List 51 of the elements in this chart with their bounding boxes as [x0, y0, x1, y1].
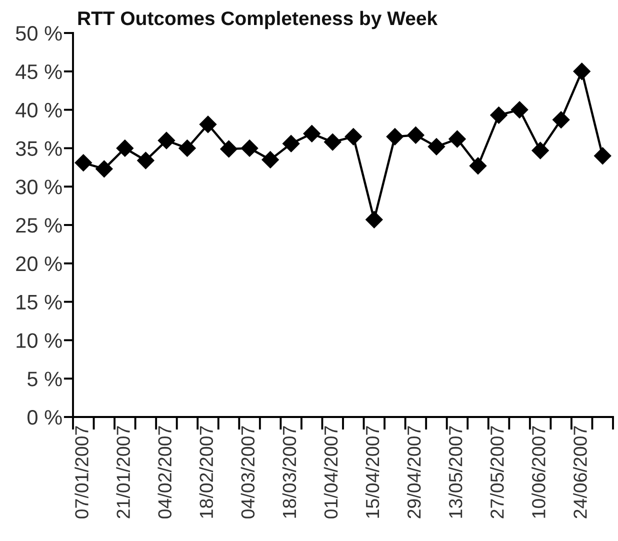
point	[407, 126, 424, 144]
x-tick-label: 18/02/2007	[199, 426, 214, 518]
y-tick-label: 0 %	[28, 410, 62, 425]
y-tick-label: 15 %	[16, 294, 62, 310]
x-tick-label: 04/03/2007	[240, 426, 255, 518]
point	[366, 211, 383, 228]
x-tick-label: 18/03/2007	[282, 426, 296, 518]
x-tick-label: 07/01/2007	[74, 426, 88, 518]
point	[573, 62, 590, 80]
point	[386, 128, 404, 146]
point	[510, 101, 528, 118]
y-tick-label: 30 %	[16, 180, 62, 194]
y-tick-label: 25 %	[16, 218, 62, 233]
y-tick-label: 40 %	[16, 102, 62, 118]
x-tick-label: 01/04/2007	[324, 426, 338, 518]
point	[552, 111, 570, 128]
y-tick-label: 10 %	[16, 333, 62, 348]
point	[137, 152, 154, 170]
x-tick-label: 24/06/2007	[573, 426, 587, 518]
point	[448, 130, 466, 148]
x-tick-label: 04/02/2007	[158, 426, 172, 518]
x-tick-label: 21/01/2007	[116, 426, 130, 518]
point	[303, 125, 320, 142]
point	[428, 138, 446, 156]
x-tick-label: 29/04/2007	[406, 426, 421, 518]
x-tick-label: 15/04/2007	[365, 426, 380, 518]
point	[324, 134, 342, 151]
point	[116, 140, 134, 157]
point	[178, 140, 196, 157]
y-tick-label: 20 %	[16, 256, 62, 272]
point	[490, 106, 508, 124]
point	[240, 140, 258, 157]
point	[199, 116, 217, 133]
point	[594, 147, 612, 164]
point	[96, 160, 113, 178]
x-tick-label: 13/05/2007	[448, 426, 462, 518]
point	[344, 128, 362, 146]
point	[262, 151, 279, 168]
y-tick-label: 50 %	[16, 26, 62, 41]
x-tick-label: 27/05/2007	[490, 426, 504, 518]
point	[532, 142, 549, 160]
point	[469, 157, 487, 174]
y-tick-label: 35 %	[16, 141, 62, 156]
chart-title: RTT Outcomes Completeness by Week	[78, 10, 438, 30]
point	[158, 132, 176, 150]
point	[220, 140, 238, 158]
point	[282, 135, 300, 152]
point	[74, 154, 92, 172]
y-tick-label: 5 %	[28, 372, 62, 386]
x-tick-label: 10/06/2007	[532, 426, 546, 518]
y-tick-label: 45 %	[16, 64, 62, 80]
